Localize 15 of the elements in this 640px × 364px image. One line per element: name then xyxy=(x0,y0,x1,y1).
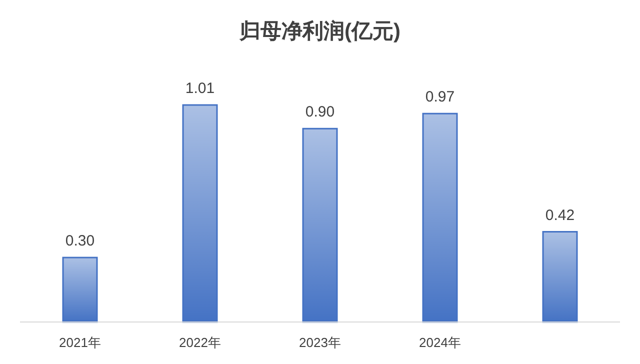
data-label: 1.01 xyxy=(185,80,215,97)
x-tick-label: 2024年 xyxy=(419,335,461,350)
x-tick-label: 2022年 xyxy=(179,335,221,350)
data-label: 0.42 xyxy=(545,206,575,224)
x-tick-label: 2023年 xyxy=(299,335,341,350)
bar xyxy=(182,104,218,323)
chart-title: 归母净利润(亿元) xyxy=(238,19,400,43)
data-label: 0.30 xyxy=(65,232,95,250)
data-label: 0.90 xyxy=(305,104,335,121)
bar xyxy=(542,231,578,323)
bar xyxy=(62,256,98,323)
data-label: 0.97 xyxy=(425,88,455,106)
bar xyxy=(302,128,338,323)
x-tick-label: 2021年 xyxy=(59,335,101,350)
bar xyxy=(422,112,458,323)
